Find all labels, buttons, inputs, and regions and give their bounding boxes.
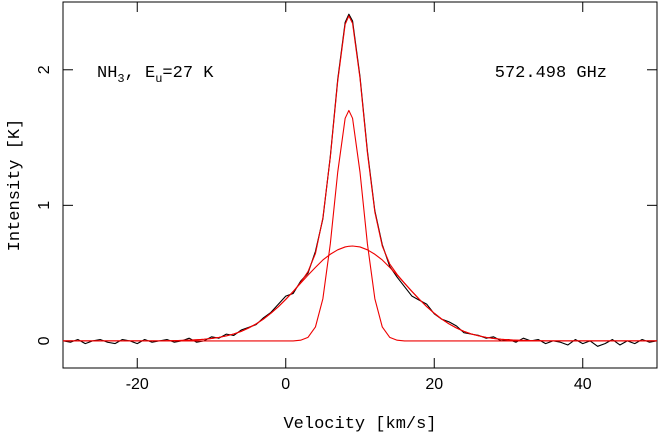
annotation-part: =27 K: [162, 64, 214, 83]
series-line: [63, 245, 657, 342]
plot-frame: [62, 1, 658, 369]
annotation: NH3, Eu=27 K: [97, 64, 214, 86]
annotation-part: NH: [97, 64, 117, 83]
x-tick-label: 20: [425, 376, 443, 393]
x-axis-label: Velocity [km/s]: [283, 415, 436, 434]
annotation-subscript: u: [155, 72, 162, 86]
annotation-subscript: 3: [117, 72, 124, 86]
y-tick-label: 0: [36, 336, 53, 345]
y-tick-label: 1: [36, 201, 53, 210]
y-tick-label: 2: [36, 65, 53, 74]
x-tick-label: -20: [126, 376, 149, 393]
series-line: [63, 109, 657, 342]
annotation-part: , E: [125, 64, 156, 83]
x-tick-label: 0: [281, 376, 290, 393]
annotation: 572.498 GHz: [495, 64, 607, 83]
y-axis-label: Intensity [K]: [6, 119, 25, 252]
x-tick-label: 40: [574, 376, 592, 393]
